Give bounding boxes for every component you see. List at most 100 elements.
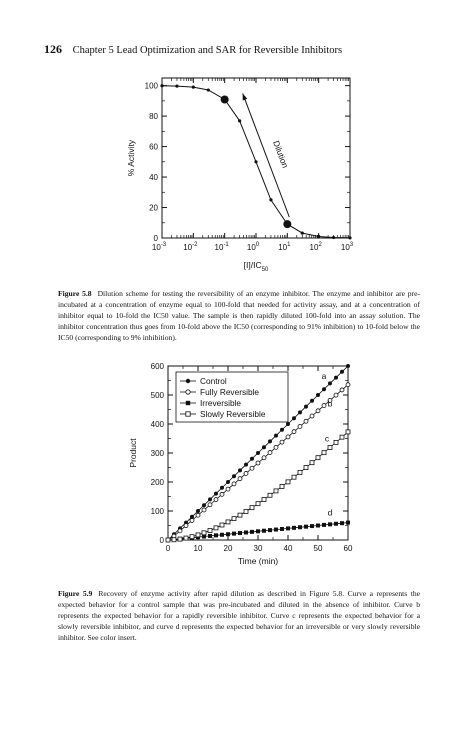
marker-filled-square xyxy=(274,527,278,532)
marker-open-square xyxy=(339,434,345,440)
x-tick-exponent: -1 xyxy=(223,242,229,248)
marker-filled-square xyxy=(226,532,230,537)
marker-open-circle xyxy=(333,392,339,398)
curve-label-c: c xyxy=(325,433,330,443)
marker-filled-square xyxy=(250,529,254,534)
marker-open-circle xyxy=(261,455,267,461)
data-point xyxy=(332,235,336,240)
marker-filled-square xyxy=(346,520,350,525)
legend-entry: Slowly Reversible xyxy=(200,409,266,419)
x-axis-label: Time (min) xyxy=(238,556,278,566)
series-slowly-reversible xyxy=(165,429,351,543)
marker-open-square xyxy=(333,439,339,445)
figure-5-8-text: Dilution scheme for testing the reversib… xyxy=(58,289,420,342)
marker-open-circle xyxy=(339,387,345,393)
marker-open-square xyxy=(291,474,297,480)
marker-filled-square xyxy=(208,533,212,538)
marker-filled-square xyxy=(334,521,338,526)
marker-open-circle xyxy=(225,486,231,492)
x-tick-label: 101 xyxy=(278,242,291,252)
marker-filled-square xyxy=(244,530,248,535)
marker-open-square xyxy=(315,455,321,461)
marker-filled-square xyxy=(298,525,302,530)
dilution-arrow xyxy=(242,93,290,218)
data-point xyxy=(238,119,242,123)
marker-open-circle xyxy=(279,439,285,445)
marker-open-square xyxy=(327,445,333,450)
marker-filled-square xyxy=(316,523,320,528)
x-tick-label: 102 xyxy=(310,242,323,252)
legend-entry: Irreversible xyxy=(200,398,241,408)
marker-filled-square xyxy=(262,528,266,533)
marker-filled-square xyxy=(340,521,344,526)
x-tick-label: 10 xyxy=(194,544,203,553)
marker-open-square xyxy=(183,535,189,541)
marker-open-square xyxy=(207,528,213,533)
data-point xyxy=(269,198,273,202)
y-tick-label: 500 xyxy=(151,391,165,400)
y-tick-label: 0 xyxy=(154,234,159,243)
figure-5-9-caption: Figure 5.9 Recovery of enzyme activity af… xyxy=(58,588,420,643)
marker-filled-circle xyxy=(226,480,230,484)
marker-filled-circle xyxy=(262,445,266,450)
x-tick-exponent: 0 xyxy=(256,242,260,248)
marker-open-square xyxy=(345,429,351,435)
marker-filled-square xyxy=(256,529,260,534)
marker-filled-square xyxy=(304,524,308,529)
marker-filled-circle xyxy=(292,416,296,421)
x-tick-label: 10-3 xyxy=(152,242,167,252)
x-tick-label: 103 xyxy=(341,242,354,252)
marker-open-circle xyxy=(219,491,225,497)
data-point xyxy=(348,236,352,240)
x-tick-exponent: 1 xyxy=(287,242,291,248)
marker-filled-circle xyxy=(280,427,284,432)
y-tick-label: 100 xyxy=(151,507,165,516)
marker-filled-circle xyxy=(340,369,344,374)
marker-filled-circle xyxy=(316,393,320,397)
marker-open-square xyxy=(243,509,249,514)
x-tick-exponent: -2 xyxy=(192,242,198,248)
y-tick-label: 100 xyxy=(145,82,159,91)
y-tick-label: 0 xyxy=(160,536,165,545)
x-tick-label: 20 xyxy=(224,544,233,553)
marker-filled-circle xyxy=(238,468,242,473)
x-axis-label-sub: 50 xyxy=(262,267,269,273)
marker-open-circle xyxy=(255,460,261,466)
marker-filled-circle xyxy=(268,439,272,444)
marker-filled-square xyxy=(202,534,206,539)
marker-open-circle xyxy=(243,471,249,476)
marker-open-square xyxy=(219,522,225,528)
figure-5-8-caption: Figure 5.8 Dilution scheme for testing th… xyxy=(58,288,420,343)
x-tick-exponent: 2 xyxy=(318,242,322,248)
x-tick-exponent: -3 xyxy=(161,242,167,248)
y-tick-label: 400 xyxy=(151,420,165,429)
marker-open-circle xyxy=(185,389,191,395)
marker-open-circle xyxy=(297,424,303,429)
data-point xyxy=(254,160,258,164)
marker-open-square xyxy=(273,488,279,494)
marker-open-square xyxy=(231,516,237,522)
y-axis-label: % Activity xyxy=(126,139,136,176)
marker-open-circle xyxy=(291,429,297,435)
marker-open-square xyxy=(303,465,309,470)
data-point xyxy=(160,84,164,88)
marker-open-circle xyxy=(303,418,309,424)
marker-filled-circle xyxy=(196,509,200,513)
marker-filled-square xyxy=(268,528,272,533)
x-tick-exponent: 3 xyxy=(350,242,354,248)
legend-entry: Fully Reversible xyxy=(200,387,259,397)
curve-label-b: b xyxy=(328,399,333,409)
marker-filled-circle xyxy=(214,491,218,496)
marker-open-square xyxy=(225,519,231,525)
marker-open-square xyxy=(171,537,177,543)
marker-filled-square xyxy=(310,524,314,529)
marker-filled-circle xyxy=(185,378,191,384)
marker-filled-circle xyxy=(304,404,308,409)
data-point xyxy=(300,231,304,235)
marker-open-square xyxy=(177,536,183,542)
series-control xyxy=(166,364,350,542)
y-tick-label: 20 xyxy=(149,204,158,213)
marker-open-square xyxy=(285,479,291,485)
marker-open-square xyxy=(267,492,273,498)
